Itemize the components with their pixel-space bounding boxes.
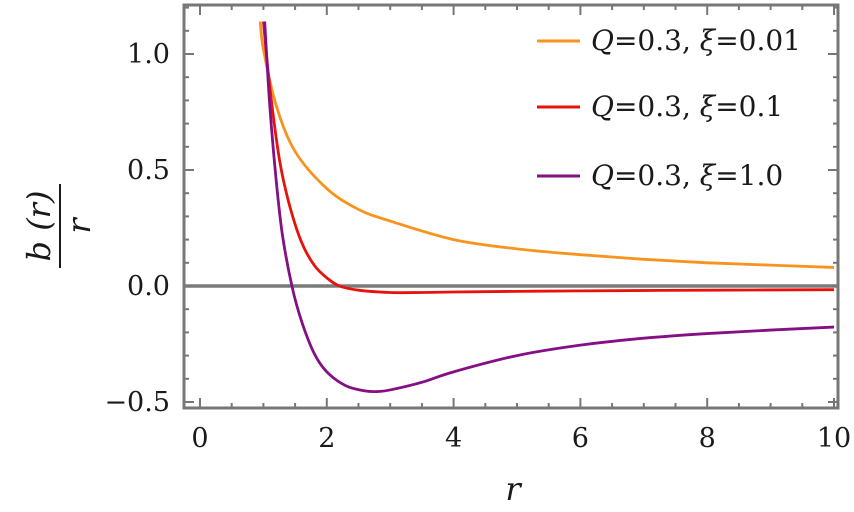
y-axis-title: b (r) r	[20, 184, 98, 268]
series-lines	[258, 21, 835, 394]
y-tick-label: 0.0	[127, 271, 170, 302]
tick-labels: 0 2 4 6 8 10 1.0 0.5 0.0 −0.5	[104, 39, 851, 454]
series-line-1	[258, 21, 835, 269]
legend: Q=0.3, ξ=0.01 Q=0.3, ξ=0.1 Q=0.3, ξ=1.0	[537, 24, 801, 192]
x-tick-label: 2	[318, 423, 335, 454]
plot-frame	[182, 3, 840, 410]
series-line-3	[263, 21, 835, 394]
y-tick-label: −0.5	[104, 387, 170, 418]
x-tick-label: 10	[817, 423, 851, 454]
y-tick-label: 1.0	[127, 39, 170, 70]
y-axis-title-numerator: b (r)	[20, 191, 58, 262]
x-tick-label: 8	[699, 423, 716, 454]
y-tick-label: 0.5	[127, 155, 170, 186]
x-axis-title: r	[505, 470, 522, 508]
legend-label-3: Q=0.3, ξ=1.0	[591, 159, 783, 192]
plot-border	[182, 3, 840, 410]
legend-label-2: Q=0.3, ξ=0.1	[591, 90, 783, 123]
x-tick-label: 0	[191, 423, 208, 454]
x-tick-label: 4	[445, 423, 462, 454]
y-axis-title-denominator: r	[60, 217, 98, 234]
legend-label-1: Q=0.3, ξ=0.01	[591, 24, 801, 57]
tick-marks	[184, 5, 838, 408]
series-line-2	[262, 21, 835, 295]
x-tick-label: 6	[572, 423, 589, 454]
